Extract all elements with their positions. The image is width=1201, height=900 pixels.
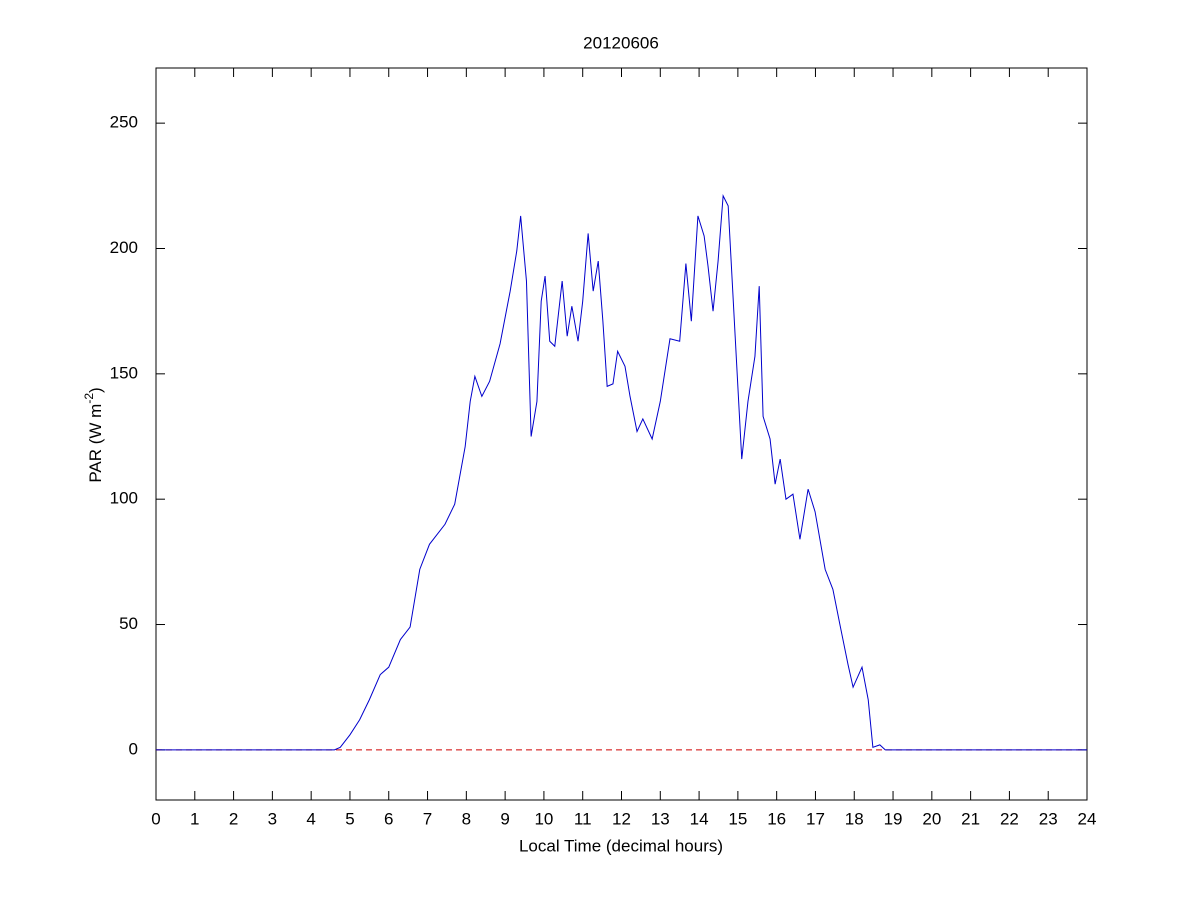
x-tick-label: 1 bbox=[190, 809, 199, 828]
y-tick-label: 150 bbox=[110, 363, 138, 382]
x-tick-label: 2 bbox=[229, 809, 238, 828]
x-tick-label: 10 bbox=[534, 809, 553, 828]
y-axis-label: PAR (W m-2) bbox=[82, 387, 105, 482]
x-tick-label: 23 bbox=[1039, 809, 1058, 828]
x-tick-label: 3 bbox=[268, 809, 277, 828]
y-tick-label: 0 bbox=[129, 739, 138, 758]
x-tick-label: 19 bbox=[884, 809, 903, 828]
data-line bbox=[156, 194, 1087, 751]
x-tick-label: 18 bbox=[845, 809, 864, 828]
x-tick-label: 21 bbox=[961, 809, 980, 828]
x-tick-label: 5 bbox=[345, 809, 354, 828]
chart-title: 20120606 bbox=[583, 33, 659, 52]
x-tick-label: 7 bbox=[423, 809, 432, 828]
y-label-superscript: -2 bbox=[82, 393, 96, 404]
x-tick-label: 22 bbox=[1000, 809, 1019, 828]
y-tick-label: 50 bbox=[119, 614, 138, 633]
x-tick-label: 14 bbox=[690, 809, 709, 828]
x-tick-label: 11 bbox=[574, 809, 592, 828]
x-tick-label: 16 bbox=[767, 809, 786, 828]
y-tick-label: 250 bbox=[110, 113, 138, 132]
x-tick-label: 12 bbox=[612, 809, 631, 828]
y-label-text: PAR (W m bbox=[86, 404, 105, 483]
x-tick-label: 24 bbox=[1078, 809, 1097, 828]
y-tick-label: 200 bbox=[110, 238, 138, 257]
x-tick-label: 8 bbox=[462, 809, 471, 828]
x-tick-label: 9 bbox=[500, 809, 509, 828]
x-tick-label: 20 bbox=[922, 809, 941, 828]
x-tick-label: 15 bbox=[728, 809, 747, 828]
x-tick-label: 6 bbox=[384, 809, 393, 828]
x-tick-label: 0 bbox=[151, 809, 160, 828]
x-tick-label: 17 bbox=[806, 809, 825, 828]
x-tick-label: 13 bbox=[651, 809, 670, 828]
y-label-end: ) bbox=[86, 387, 105, 393]
x-tick-label: 4 bbox=[306, 809, 315, 828]
y-tick-label: 100 bbox=[110, 489, 138, 508]
x-axis-label: Local Time (decimal hours) bbox=[519, 836, 723, 855]
plot-area bbox=[155, 67, 1088, 801]
